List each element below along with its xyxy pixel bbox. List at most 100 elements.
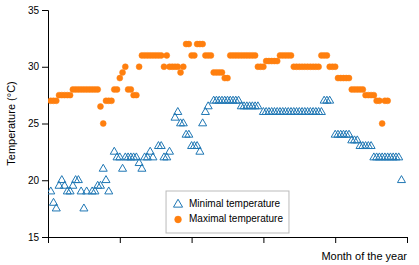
x-axis-title: Month of the year [321, 250, 407, 262]
point [105, 187, 113, 194]
legend-symbol [175, 216, 182, 223]
x-tick [192, 237, 193, 243]
legend-symbol [173, 199, 182, 207]
x-tick-mark [335, 237, 336, 243]
point [157, 142, 165, 149]
y-tick: 30 [28, 61, 48, 72]
y-axis: 15 20 25 30 35 [28, 5, 49, 243]
legend-label: Minimal temperature [189, 198, 281, 209]
point [191, 52, 197, 58]
y-axis-title: Temperature (°C) [5, 81, 17, 165]
legend: Minimal temperature Maximal temperature [166, 191, 289, 233]
point [317, 108, 325, 115]
point [252, 52, 258, 58]
y-tick-mark [42, 180, 48, 181]
x-tick-mark [407, 237, 408, 243]
point [397, 176, 405, 183]
point [274, 58, 280, 64]
point [95, 86, 101, 92]
point [179, 119, 187, 126]
point [128, 86, 134, 92]
point [52, 204, 60, 211]
point [53, 98, 59, 104]
points [48, 41, 405, 211]
point [119, 164, 127, 171]
x-tick [120, 237, 121, 243]
point [186, 41, 192, 47]
point [196, 147, 204, 154]
point [165, 147, 173, 154]
point [48, 187, 55, 194]
point [116, 153, 124, 160]
series [48, 41, 391, 126]
point [326, 96, 334, 103]
point [102, 176, 110, 183]
point [332, 64, 338, 70]
point [161, 64, 167, 70]
point [360, 86, 366, 92]
y-tick-mark [42, 237, 48, 238]
legend-label: Maximal temperature [189, 213, 283, 224]
point [385, 98, 391, 104]
point [83, 187, 91, 194]
point [149, 153, 157, 160]
point [199, 119, 207, 126]
y-axis-line [42, 11, 49, 238]
x-axis-line [49, 238, 408, 244]
point [260, 64, 266, 70]
point [133, 92, 139, 98]
y-tick: 15 [28, 232, 48, 243]
y-tick: 25 [28, 118, 48, 129]
y-tick-mark [42, 10, 48, 11]
x-tick [335, 237, 336, 243]
point [136, 64, 142, 70]
point [395, 153, 403, 160]
point [288, 52, 294, 58]
point [367, 142, 375, 149]
point [120, 69, 126, 75]
plot-area: 15 20 25 30 35 Minimal temperature Maximal tem… [28, 5, 408, 243]
point [164, 52, 170, 58]
y-tick-label: 25 [28, 118, 40, 129]
point [114, 86, 120, 92]
y-tick-label: 35 [28, 5, 40, 16]
y-tick-label: 30 [28, 61, 40, 72]
point [178, 69, 184, 75]
x-tick-mark [120, 237, 121, 243]
x-tick-mark [192, 237, 193, 243]
point [219, 69, 225, 75]
point [138, 164, 146, 171]
point [77, 187, 85, 194]
point [80, 204, 88, 211]
point [324, 52, 330, 58]
point [371, 92, 377, 98]
point [117, 75, 123, 81]
x-tick-mark [263, 237, 264, 243]
point [185, 130, 193, 137]
x-tick [407, 237, 408, 243]
point [208, 52, 214, 58]
y-tick: 35 [28, 5, 48, 16]
point [158, 52, 164, 58]
x-tick [263, 237, 264, 243]
point [346, 75, 352, 81]
point [175, 64, 181, 70]
point [316, 64, 322, 70]
point [225, 75, 231, 81]
x-axis [49, 237, 408, 243]
y-tick-label: 20 [28, 175, 40, 186]
legend-box [166, 191, 289, 233]
point [180, 64, 186, 70]
point [122, 64, 128, 70]
point [100, 121, 106, 127]
chart: 15 20 25 30 35 Minimal temperature Maximal tem… [0, 0, 419, 265]
point [74, 176, 82, 183]
point [376, 98, 382, 104]
y-tick: 20 [28, 175, 48, 186]
point [200, 41, 206, 47]
y-tick-mark [42, 124, 48, 125]
point [109, 98, 115, 104]
point [97, 103, 103, 109]
point [254, 102, 262, 109]
y-tick-mark [42, 67, 48, 68]
